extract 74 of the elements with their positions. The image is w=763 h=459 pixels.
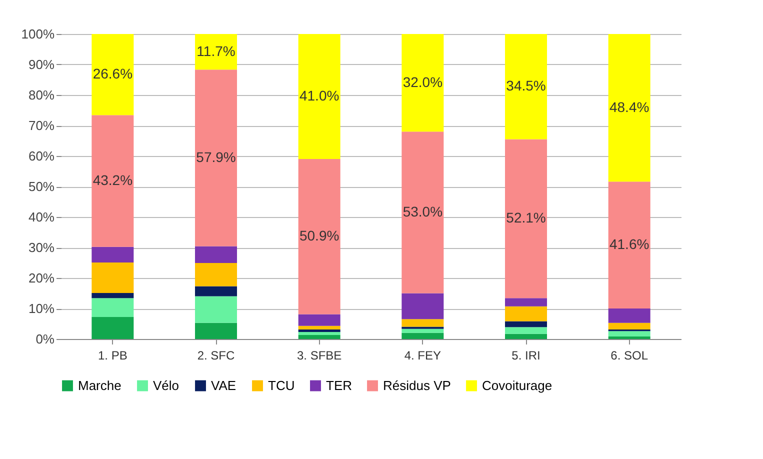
data-label: 50.9% [299, 228, 340, 244]
bar [195, 322, 237, 339]
x-tick-label: 4. FEY [404, 348, 442, 362]
legend-label: TCU [268, 378, 295, 393]
data-label: 11.7% [196, 42, 236, 59]
y-tick-label: 40% [28, 210, 55, 224]
bar [298, 332, 340, 336]
data-label: 52.1% [506, 210, 546, 226]
bar [195, 263, 237, 286]
bar [195, 296, 237, 323]
data-label: 43.2% [92, 172, 133, 188]
data-label: 41.6% [609, 236, 650, 252]
bar [195, 70, 237, 246]
y-tick-label: 90% [28, 57, 55, 72]
bar [92, 246, 134, 262]
bar [505, 306, 547, 322]
bar [608, 331, 650, 337]
bar [92, 298, 134, 318]
bar [402, 293, 444, 320]
legend-label: Marche [78, 378, 122, 393]
bar [402, 34, 444, 132]
y-tick-label: 70% [28, 118, 55, 133]
bar [92, 115, 134, 247]
data-label: 34.5% [506, 78, 546, 94]
bar [298, 159, 340, 314]
data-label: 48.4% [609, 98, 650, 115]
bar [505, 139, 547, 298]
bar [298, 335, 340, 339]
bar [505, 34, 547, 140]
bar [608, 322, 650, 330]
bar [505, 334, 547, 339]
bar [92, 292, 134, 298]
legend-label: Vélo [153, 378, 180, 393]
data-label: 53.0% [402, 203, 443, 220]
bar [195, 286, 237, 296]
data-label: 41.0% [299, 88, 340, 104]
bar [298, 314, 340, 326]
y-tick-label: 50% [28, 179, 55, 194]
legend-label: Résidus VP [383, 378, 451, 393]
bar [505, 298, 547, 306]
legend-label: Covoiturage [482, 378, 552, 393]
data-label: 32.0% [402, 74, 443, 90]
y-tick-label: 20% [28, 270, 55, 286]
bar [195, 34, 237, 70]
y-tick-label: 0% [36, 332, 55, 346]
legend-label: TER [326, 378, 352, 393]
x-tick-label: 6. SOL [610, 348, 648, 362]
legend-label: VAE [211, 378, 236, 393]
bar [608, 308, 650, 323]
bar [402, 132, 444, 294]
bar [402, 319, 444, 327]
bar [298, 34, 340, 160]
bar [195, 246, 237, 264]
bar [402, 332, 444, 339]
y-tick-label: 60% [28, 148, 55, 164]
data-label: 57.9% [196, 148, 236, 165]
bar [402, 328, 444, 333]
y-tick-label: 30% [28, 240, 55, 255]
bar [298, 326, 340, 330]
y-tick-label: 100% [21, 26, 55, 42]
bar [92, 317, 134, 339]
x-tick-label: 3. SFBE [296, 348, 342, 362]
bar [608, 34, 650, 182]
bar [608, 182, 650, 308]
x-tick-label: 2. SFC [197, 348, 236, 362]
bar [505, 321, 547, 328]
data-label: 26.6% [92, 66, 133, 82]
x-tick-label: 1. PB [98, 348, 128, 362]
bar [92, 262, 134, 293]
bar [92, 34, 134, 116]
y-tick-label: 80% [28, 88, 55, 102]
y-tick-label: 10% [28, 301, 55, 316]
x-tick-label: 5. IRI [512, 348, 540, 362]
bar [505, 327, 547, 334]
